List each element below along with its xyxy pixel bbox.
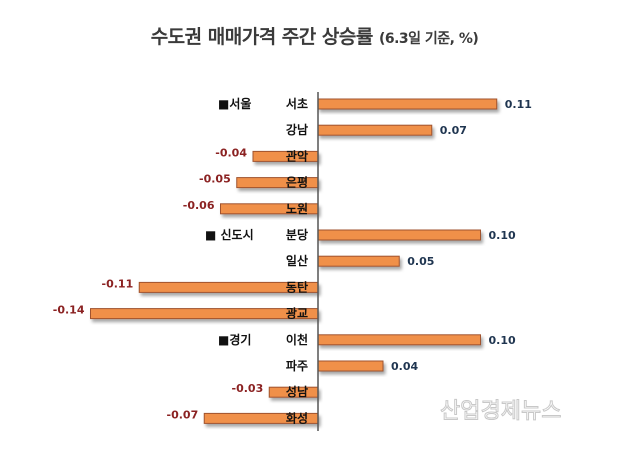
value-label: 0.04 bbox=[391, 360, 418, 373]
category-label: 화성 bbox=[286, 410, 308, 425]
value-label: -0.06 bbox=[183, 199, 215, 212]
bar-광교 bbox=[90, 308, 319, 320]
chart-title: 수도권 매매가격 주간 상승률 (6.3일 기준, %) bbox=[0, 22, 629, 49]
group-label: ■경기 bbox=[218, 332, 251, 347]
bar-이천 bbox=[317, 334, 481, 346]
bar-서초 bbox=[317, 98, 498, 110]
title-text: 수도권 매매가격 주간 상승률 bbox=[150, 26, 374, 48]
bar-강남 bbox=[317, 124, 433, 136]
category-label: 동탄 bbox=[286, 279, 308, 294]
value-label: 0.05 bbox=[407, 255, 434, 268]
value-label: -0.11 bbox=[102, 277, 134, 290]
category-label: 분당 bbox=[286, 227, 308, 242]
value-label: 0.10 bbox=[489, 334, 516, 347]
value-label: -0.04 bbox=[215, 146, 247, 159]
bar-분당 bbox=[317, 229, 481, 241]
value-label: -0.03 bbox=[232, 382, 264, 395]
group-label: ■ 신도시 bbox=[205, 227, 254, 242]
category-label: 파주 bbox=[286, 358, 308, 373]
category-label: 일산 bbox=[286, 253, 308, 268]
bar-일산 bbox=[317, 255, 400, 267]
category-label: 성남 bbox=[286, 384, 308, 399]
category-label: 강남 bbox=[286, 122, 308, 137]
value-label: -0.14 bbox=[53, 304, 85, 317]
value-label: -0.07 bbox=[167, 408, 199, 421]
category-label: 이천 bbox=[286, 332, 308, 347]
value-label: 0.11 bbox=[505, 98, 532, 111]
value-label: -0.05 bbox=[199, 173, 231, 186]
value-label: 0.07 bbox=[440, 124, 467, 137]
subtitle-text: (6.3일 기준, %) bbox=[378, 31, 479, 47]
category-label: 서초 bbox=[286, 96, 308, 111]
watermark: 산업경제뉴스 bbox=[440, 399, 561, 424]
value-label: 0.10 bbox=[489, 229, 516, 242]
category-label: 광교 bbox=[286, 306, 308, 321]
bar-파주 bbox=[317, 360, 384, 372]
category-label: 관악 bbox=[286, 148, 308, 163]
category-label: 은평 bbox=[286, 176, 308, 190]
group-label: ■서울 bbox=[218, 96, 251, 111]
category-label: 노원 bbox=[286, 202, 308, 216]
